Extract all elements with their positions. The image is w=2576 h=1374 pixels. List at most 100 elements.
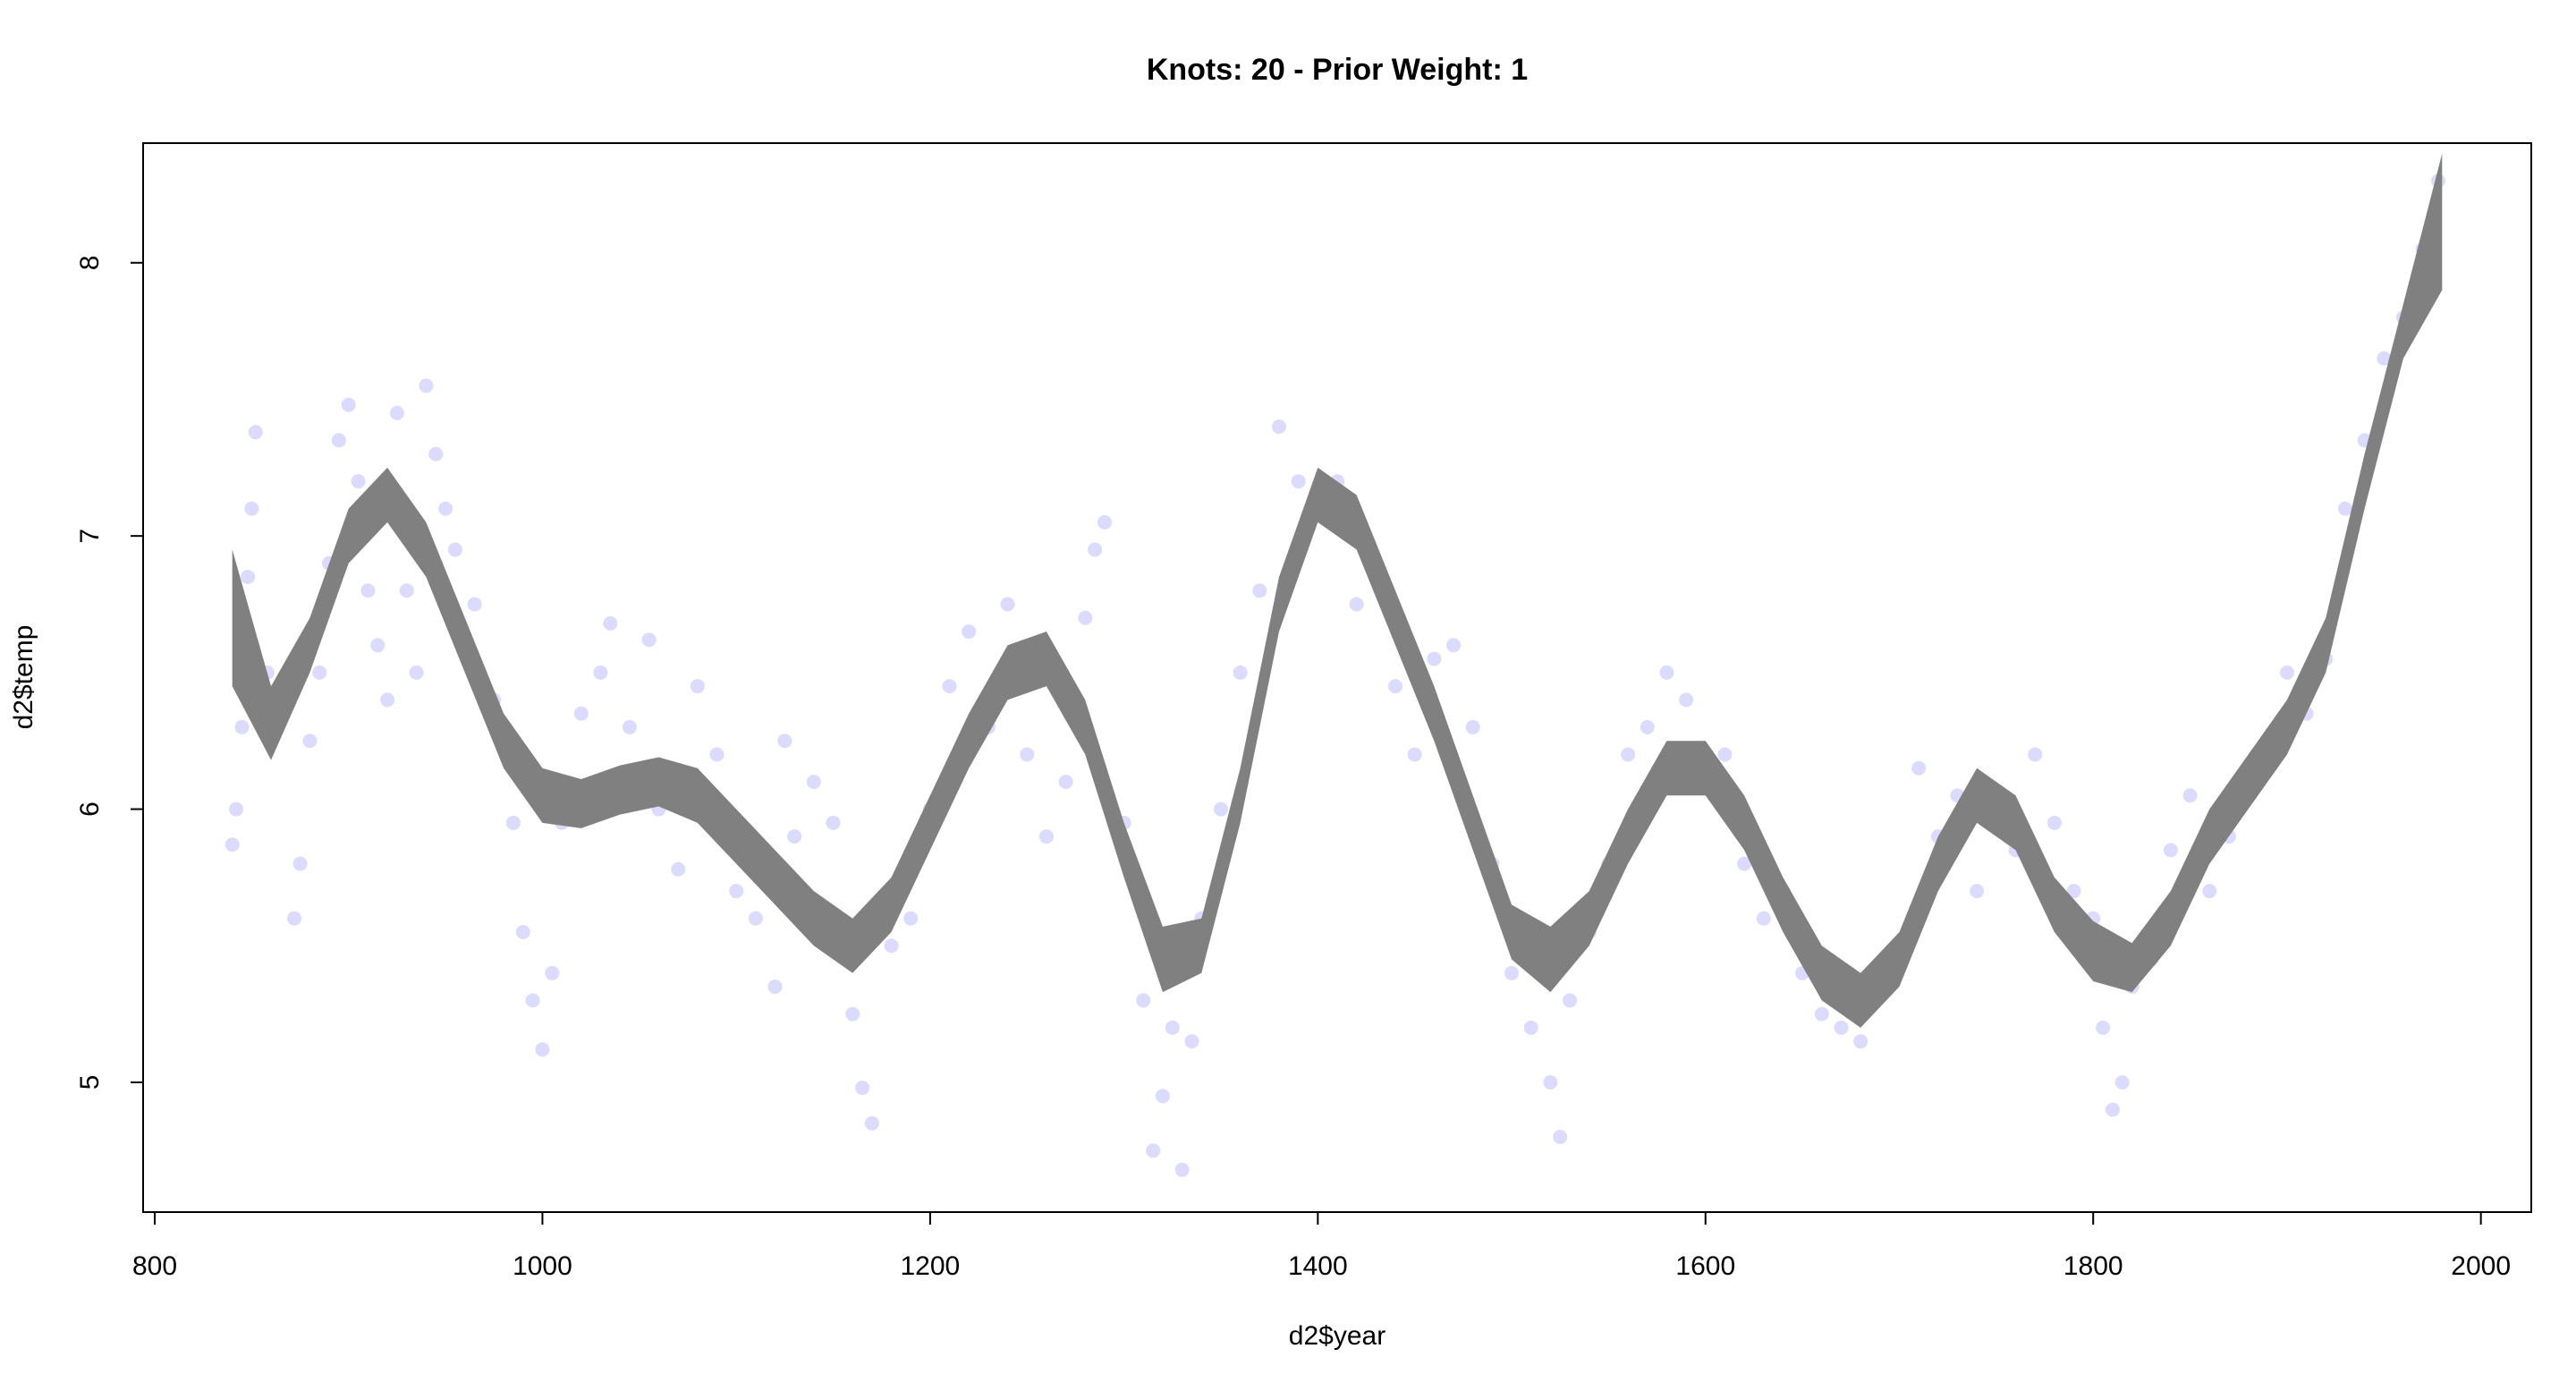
- data-point: [1523, 1020, 1538, 1035]
- data-point: [1407, 747, 1422, 762]
- data-point: [1756, 911, 1771, 926]
- data-point: [2105, 1102, 2120, 1117]
- data-point: [1970, 884, 1985, 899]
- data-point: [2066, 884, 2081, 899]
- x-tick-label: 2000: [2451, 1251, 2511, 1281]
- data-point: [942, 679, 957, 694]
- x-tick-label: 1400: [1288, 1251, 1348, 1281]
- data-point: [225, 837, 240, 852]
- data-point: [1563, 993, 1578, 1008]
- data-point: [641, 632, 657, 648]
- data-point: [399, 583, 414, 598]
- data-point: [1621, 747, 1636, 762]
- data-point: [573, 706, 589, 721]
- x-tick-label: 800: [132, 1251, 177, 1281]
- data-point: [767, 980, 783, 995]
- data-point: [505, 815, 521, 830]
- data-point: [1020, 747, 1035, 762]
- data-point: [292, 856, 308, 871]
- data-point: [241, 569, 256, 584]
- data-point: [1543, 1074, 1558, 1090]
- data-point: [1271, 419, 1286, 434]
- data-point: [2028, 747, 2043, 762]
- data-point: [903, 911, 919, 926]
- data-point: [709, 747, 724, 762]
- x-tick-label: 1000: [513, 1251, 572, 1281]
- data-point: [331, 433, 346, 448]
- data-point: [2096, 1020, 2111, 1035]
- data-point: [1038, 829, 1054, 844]
- data-point: [1155, 1089, 1170, 1104]
- data-point: [1427, 651, 1442, 666]
- data-point: [515, 924, 530, 939]
- data-point: [360, 583, 376, 598]
- data-point: [1388, 679, 1403, 694]
- data-point: [2337, 501, 2352, 516]
- data-point: [787, 829, 802, 844]
- y-tick-label: 5: [75, 1075, 105, 1090]
- data-point: [1911, 760, 1927, 776]
- y-tick-label: 6: [75, 802, 105, 817]
- data-point: [312, 665, 327, 680]
- data-point: [1640, 719, 1655, 734]
- data-point: [1252, 583, 1267, 598]
- data-point: [748, 911, 763, 926]
- data-point: [855, 1081, 870, 1096]
- data-point: [1446, 638, 1462, 653]
- data-point: [1184, 1034, 1199, 1049]
- data-point: [438, 501, 453, 516]
- data-point: [1349, 597, 1364, 612]
- data-point: [467, 597, 482, 612]
- data-point: [690, 679, 705, 694]
- data-point: [2279, 665, 2294, 680]
- data-point: [2182, 788, 2198, 803]
- data-point: [1465, 719, 1480, 734]
- plot-frame: [142, 142, 2532, 1213]
- data-point: [447, 542, 462, 557]
- data-point: [864, 1115, 879, 1131]
- data-point: [1717, 747, 1733, 762]
- data-point: [341, 397, 356, 412]
- data-point: [1058, 775, 1073, 790]
- data-point: [244, 501, 259, 516]
- data-point: [826, 815, 841, 830]
- x-tick-label: 1800: [2063, 1251, 2123, 1281]
- data-point: [1737, 856, 1752, 871]
- data-point: [729, 884, 744, 899]
- credible-band: [232, 153, 2443, 1028]
- data-point: [1078, 610, 1093, 625]
- data-point: [1291, 474, 1306, 489]
- data-point: [370, 638, 386, 653]
- data-point: [1174, 1162, 1190, 1177]
- data-point: [2202, 884, 2217, 899]
- data-point: [2377, 351, 2392, 366]
- data-point: [248, 425, 263, 440]
- data-point: [845, 1006, 860, 1022]
- y-tick-label: 7: [75, 529, 105, 544]
- data-point: [2046, 815, 2062, 830]
- data-point: [1213, 802, 1228, 817]
- chart-title: Knots: 20 - Prior Weight: 1: [1147, 53, 1528, 87]
- data-point: [287, 911, 302, 926]
- y-tick-label: 8: [75, 255, 105, 270]
- y-axis-label: d2$temp: [9, 625, 38, 730]
- data-point: [1000, 597, 1015, 612]
- data-point: [622, 719, 637, 734]
- data-point: [884, 938, 899, 954]
- data-point: [593, 665, 608, 680]
- data-point: [603, 615, 618, 631]
- x-axis-label: d2$year: [1289, 1321, 1385, 1351]
- data-point: [777, 734, 792, 749]
- data-point: [419, 378, 434, 394]
- data-point: [1165, 1020, 1180, 1035]
- data-point: [1553, 1130, 1568, 1145]
- data-point: [1136, 993, 1151, 1008]
- data-point: [1679, 692, 1694, 708]
- data-point: [2114, 1074, 2130, 1090]
- data-point: [535, 1042, 550, 1057]
- data-point: [380, 692, 395, 708]
- x-tick-label: 1600: [1675, 1251, 1735, 1281]
- data-point: [545, 965, 560, 980]
- data-point: [351, 474, 366, 489]
